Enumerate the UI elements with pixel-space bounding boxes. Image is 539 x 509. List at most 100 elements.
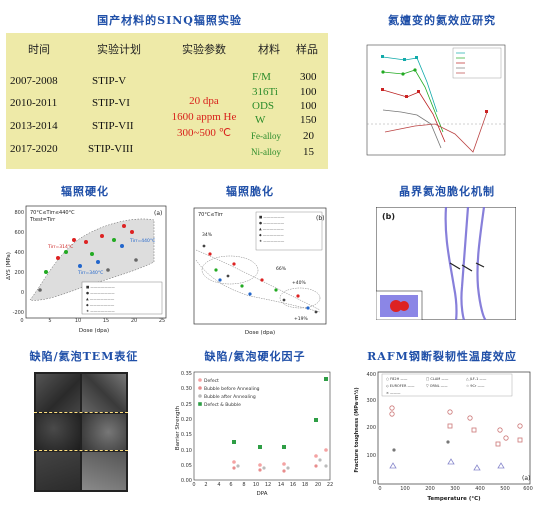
toughness-xlabel: Temperature (°C) — [427, 496, 481, 502]
svg-text:0: 0 — [21, 290, 24, 296]
hardening-t1: Tirr=314°C — [47, 244, 73, 250]
samples-2: 100 — [300, 86, 317, 98]
svg-text:200: 200 — [366, 425, 376, 431]
svg-text:Bubble before Annealing: Bubble before Annealing — [204, 386, 260, 392]
year-2: 2010-2011 — [10, 97, 58, 109]
col-header-params: 实验参数 — [182, 44, 226, 56]
svg-text:6: 6 — [229, 482, 232, 488]
material-1: F/M — [252, 71, 271, 83]
hardening-xlabel: Dose (dpa) — [79, 328, 109, 334]
svg-text:★ ———————: ★ ——————— — [86, 309, 115, 313]
plan-3: STIP-VII — [92, 120, 134, 132]
svg-text:0.20: 0.20 — [181, 417, 192, 423]
embrittle-xlabel: Dose (dpa) — [245, 330, 275, 336]
toughness-label: (a) — [522, 475, 530, 482]
embrittle-label-b: (b) — [316, 215, 325, 222]
material-2: 316Ti — [252, 86, 278, 98]
param-temp: 300~500 ℃ — [176, 127, 232, 139]
svg-text:600: 600 — [523, 486, 533, 492]
svg-text:100: 100 — [366, 453, 376, 459]
svg-text:4: 4 — [217, 482, 220, 488]
samples-6: 15 — [303, 146, 314, 158]
barrier-legend-bubble-before: Bubble before Annealing — [198, 386, 260, 392]
embrittle-cond: 70°C≤Tirr — [198, 212, 224, 218]
irradiation-table: 时间 实验计划 实验参数 材料 样品 2007-2008 2010-2011 2… — [6, 33, 328, 169]
svg-text:0: 0 — [20, 318, 23, 324]
svg-text:200: 200 — [425, 486, 435, 492]
top-title: 国产材料的SINQ辐照实验 — [97, 14, 242, 27]
svg-text:0: 0 — [378, 486, 381, 492]
hardening-t2: Tirr=340°C — [77, 270, 103, 276]
tem-image-1 — [36, 374, 80, 412]
svg-text:66%: 66% — [276, 266, 287, 272]
svg-text:100: 100 — [400, 486, 410, 492]
svg-text:◆ ———————: ◆ ——————— — [86, 303, 115, 307]
svg-text:0.00: 0.00 — [181, 478, 192, 484]
tem-image-6 — [82, 452, 126, 490]
svg-text:300: 300 — [366, 398, 376, 404]
svg-text:300: 300 — [450, 486, 460, 492]
svg-text:▲ ———————: ▲ ——————— — [86, 297, 115, 301]
svg-text:12: 12 — [265, 482, 271, 488]
svg-text:0.35: 0.35 — [181, 371, 192, 377]
svg-text:18: 18 — [302, 482, 308, 488]
svg-text:0.30: 0.30 — [181, 386, 192, 392]
svg-text:10: 10 — [253, 482, 259, 488]
svg-text:20: 20 — [315, 482, 321, 488]
svg-text:Bubble after Annealing: Bubble after Annealing — [204, 394, 256, 400]
svg-text:0.05: 0.05 — [181, 463, 192, 469]
year-3: 2013-2014 — [10, 120, 58, 132]
toughness-ylabel: Fracture toughness (MPa·m½) — [353, 387, 360, 472]
svg-text:+19%: +19% — [294, 316, 308, 322]
toughness-chart: ○ F82H —— □ CLAM —— △ JLF-1 —— ◇ EUROFER ——… — [353, 371, 533, 502]
tem-title: 缺陷/氦泡TEM表征 — [29, 350, 139, 363]
svg-text:Defect & Bubble: Defect & Bubble — [204, 402, 241, 408]
svg-text:25: 25 — [159, 318, 165, 324]
svg-text:10: 10 — [75, 318, 81, 324]
svg-text:34%: 34% — [202, 232, 213, 238]
svg-text:× ———: × ——— — [386, 391, 401, 395]
barrier-legend-defect-bubble: Defect & Bubble — [198, 402, 241, 408]
svg-text:0: 0 — [192, 482, 195, 488]
plan-2: STIP-VI — [92, 97, 130, 109]
svg-text:400: 400 — [14, 250, 24, 256]
tem-image-3 — [36, 414, 80, 450]
svg-text:■ ——————: ■ —————— — [259, 215, 285, 219]
tem-image-4 — [82, 414, 126, 450]
plan-1: STIP-V — [92, 75, 127, 87]
svg-text:15: 15 — [103, 318, 109, 324]
svg-text:20: 20 — [131, 318, 137, 324]
svg-text:14: 14 — [278, 482, 284, 488]
svg-text:-200: -200 — [13, 310, 24, 316]
tem-image-5 — [36, 452, 80, 490]
material-6: Ni-alloy — [251, 147, 281, 157]
col-header-plan: 实验计划 — [97, 44, 141, 56]
svg-text:0.15: 0.15 — [181, 432, 192, 438]
svg-text:▲ ——————: ▲ —————— — [259, 227, 284, 231]
hardening-cond: 70°C≤Tirr≤440°C — [30, 210, 75, 216]
gb-label: (b) — [382, 212, 395, 221]
barrier-title: 缺陷/氦泡硬化因子 — [204, 350, 306, 363]
barrier-legend-bubble-after: Bubble after Annealing — [198, 394, 256, 400]
hardening-t3: Tirr=440°C — [129, 238, 155, 244]
param-he: 1600 appm He — [171, 111, 237, 123]
barrier-legend-defect: Defect — [198, 378, 219, 384]
svg-text:◆ ——————: ◆ —————— — [259, 233, 284, 237]
material-5: Fe-alloy — [251, 131, 281, 141]
svg-text:5: 5 — [48, 318, 51, 324]
year-1: 2007-2008 — [10, 75, 58, 87]
hardening-chart: ■ ——————— ● ——————— ▲ ——————— ◆ ——————— ★ ——… — [6, 205, 167, 334]
samples-5: 20 — [303, 130, 314, 142]
col-header-samples: 样品 — [296, 44, 318, 56]
plan-4: STIP-VIII — [88, 143, 134, 155]
material-4: W — [255, 114, 266, 126]
svg-text:● ——————: ● —————— — [259, 221, 285, 225]
svg-text:0: 0 — [373, 480, 376, 486]
embrittlement-title: 辐照脆化 — [226, 185, 274, 198]
svg-text:○ F82H ——: ○ F82H —— — [386, 377, 408, 381]
svg-text:22: 22 — [327, 482, 333, 488]
svg-text:0.10: 0.10 — [181, 448, 192, 454]
grain-boundary-title: 晶界氦泡脆化机制 — [399, 185, 495, 198]
hardening-label-a: (a) — [154, 210, 162, 217]
material-3: ODS — [252, 100, 275, 112]
